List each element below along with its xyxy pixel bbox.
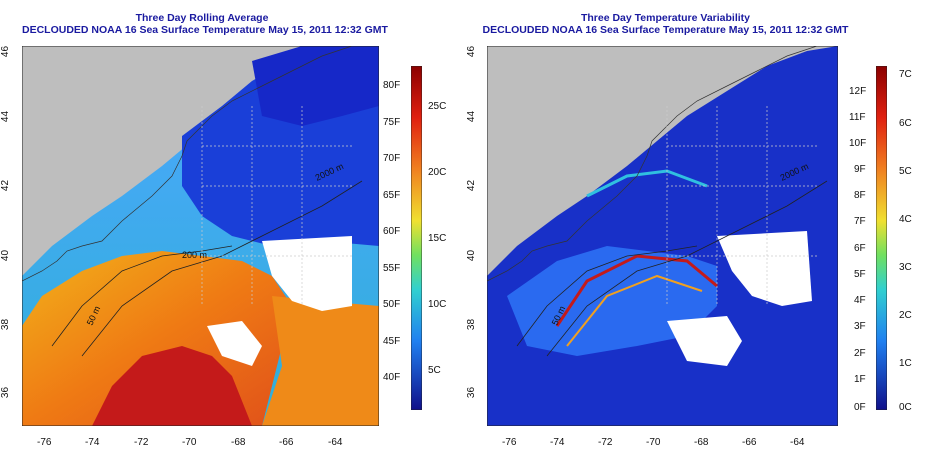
- colorbar-f-label: 0F: [854, 402, 866, 413]
- right-title-line2: DECLOUDED NOAA 16 Sea Surface Temperatur…: [482, 24, 849, 36]
- y-tick: 38: [466, 318, 478, 331]
- colorbar-f-label: 40F: [383, 372, 401, 383]
- grid: [666, 106, 817, 306]
- colorbar-c-label: 5C: [428, 365, 441, 376]
- colorbar-f-label: 11F: [849, 112, 866, 123]
- colorbar-c-label: 1C: [899, 358, 912, 369]
- right-variability-map: 50 m 2000 m: [487, 46, 838, 426]
- gulf-stream-core: [92, 346, 252, 426]
- colorbar-f-label: 10F: [849, 138, 867, 149]
- x-tick: -72: [598, 437, 613, 448]
- x-tick: -68: [694, 437, 709, 448]
- colorbar-f-label: 60F: [383, 226, 401, 237]
- colorbar-f-label: 70F: [383, 153, 401, 164]
- colorbar-f-label: 55F: [383, 263, 401, 274]
- colorbar-c-label: 10C: [428, 299, 447, 310]
- x-tick: -76: [502, 437, 517, 448]
- no-data-patch: [207, 321, 262, 366]
- outer-warm: [262, 296, 379, 426]
- y-tick: 36: [0, 386, 12, 399]
- grid: [201, 106, 352, 306]
- colorbar-f-label: 4F: [854, 295, 866, 306]
- y-tick: 40: [0, 249, 12, 262]
- colorbar-c-label: 25C: [428, 101, 447, 112]
- isobath-50m: [516, 245, 698, 347]
- colorbar-f-label: 1F: [854, 374, 866, 385]
- isobath-200m: [51, 245, 233, 347]
- colorbar-c-label: 6C: [899, 118, 912, 129]
- y-tick: 38: [0, 318, 12, 331]
- y-tick: 46: [0, 45, 12, 58]
- colorbar-f-label: 5F: [854, 269, 866, 280]
- colorbar-f-label: 7F: [854, 216, 866, 227]
- colorbar-c-label: 20C: [428, 167, 447, 178]
- coastline: [22, 46, 353, 282]
- isobath-label-200m: 200 m: [182, 250, 207, 260]
- x-tick: -74: [85, 437, 100, 448]
- y-tick: 44: [0, 110, 12, 123]
- coastline: [487, 46, 818, 282]
- colorbar-f-label: 80F: [383, 80, 401, 91]
- right-title-line1: Three Day Temperature Variability: [580, 12, 751, 24]
- ocean-high-variability-streak: [566, 274, 703, 347]
- left-title-line2: DECLOUDED NOAA 16 Sea Surface Temperatur…: [22, 24, 388, 36]
- colorbar-f-label: 65F: [383, 190, 401, 201]
- no-data-patch: [262, 236, 352, 311]
- x-tick: -66: [279, 437, 294, 448]
- colorbar-f-label: 2F: [854, 348, 866, 359]
- colorbar-c-label: 3C: [899, 262, 912, 273]
- colorbar-c-label: 5C: [899, 166, 912, 177]
- colorbar-f-label: 9F: [854, 164, 866, 175]
- y-tick: 36: [466, 386, 478, 399]
- x-tick: -74: [550, 437, 565, 448]
- colorbar-f-label: 75F: [383, 117, 401, 128]
- colorbar-f-label: 6F: [854, 243, 866, 254]
- x-tick: -64: [328, 437, 343, 448]
- colorbar-c-label: 2C: [899, 310, 912, 321]
- no-data-patch: [717, 231, 812, 306]
- x-tick: -66: [742, 437, 757, 448]
- ocean-moderate-variability: [507, 246, 717, 356]
- left-colorbar: [411, 66, 422, 410]
- y-tick: 42: [0, 179, 12, 192]
- colorbar-c-label: 4C: [899, 214, 912, 225]
- colorbar-f-label: 12F: [849, 86, 867, 97]
- y-tick: 40: [466, 249, 478, 262]
- x-tick: -68: [231, 437, 246, 448]
- left-sst-map: 200 m 50 m 2000 m: [22, 46, 379, 426]
- colorbar-c-label: 7C: [899, 69, 912, 80]
- left-title-line1: Three Day Rolling Average: [135, 12, 269, 24]
- no-data-patch: [667, 316, 742, 366]
- y-tick: 44: [466, 110, 478, 123]
- ocean-mid-streak: [586, 169, 708, 198]
- colorbar-f-label: 50F: [383, 299, 401, 310]
- cold-water-2: [252, 46, 379, 126]
- y-tick: 42: [466, 179, 478, 192]
- colorbar-f-label: 45F: [383, 336, 401, 347]
- ocean-high-variability-streak: [555, 254, 718, 327]
- right-colorbar: [876, 66, 887, 410]
- x-tick: -64: [790, 437, 805, 448]
- colorbar-f-label: 8F: [854, 190, 866, 201]
- colorbar-f-label: 3F: [854, 321, 866, 332]
- y-tick: 46: [466, 45, 478, 58]
- colorbar-c-label: 0C: [899, 402, 912, 413]
- x-tick: -70: [646, 437, 661, 448]
- x-tick: -72: [134, 437, 149, 448]
- colorbar-c-label: 15C: [428, 233, 447, 244]
- x-tick: -76: [37, 437, 52, 448]
- x-tick: -70: [182, 437, 197, 448]
